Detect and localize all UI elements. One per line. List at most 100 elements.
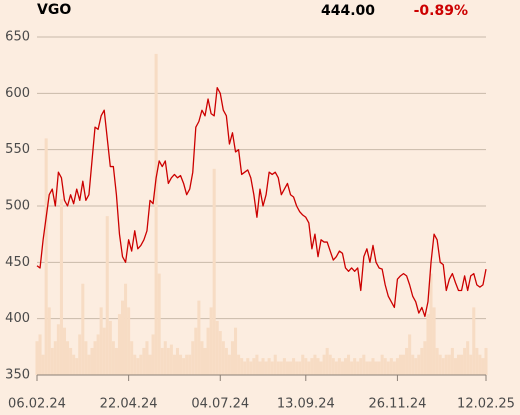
volume-bar bbox=[90, 347, 94, 375]
y-tick-label: 550 bbox=[5, 142, 30, 157]
volume-bar bbox=[237, 354, 241, 375]
volume-bar bbox=[310, 358, 314, 375]
volume-bar bbox=[389, 358, 393, 375]
volume-bar bbox=[249, 361, 253, 375]
volume-bar bbox=[368, 361, 372, 375]
volume-bar bbox=[282, 358, 286, 375]
volume-bar bbox=[191, 341, 195, 375]
volume-bar bbox=[200, 341, 204, 375]
volume-bar bbox=[157, 273, 161, 375]
y-tick-label: 450 bbox=[5, 255, 30, 270]
volume-bar bbox=[188, 354, 192, 375]
volume-bar bbox=[460, 354, 464, 375]
x-tick-label: 26.11.24 bbox=[368, 397, 426, 412]
volume-bar bbox=[288, 361, 293, 375]
volume-bar bbox=[212, 168, 216, 375]
volume-bar bbox=[359, 358, 363, 375]
volume-bar bbox=[221, 341, 225, 375]
volume-bar bbox=[194, 327, 198, 375]
volume-bar bbox=[340, 361, 344, 375]
volume-bar bbox=[472, 307, 476, 375]
volume-bar bbox=[127, 307, 131, 375]
volume-bar bbox=[148, 354, 152, 375]
volume-bar bbox=[267, 358, 271, 375]
volume-bar bbox=[151, 334, 155, 375]
price-line bbox=[36, 87, 487, 318]
volume-bar bbox=[59, 199, 63, 375]
volume-bar bbox=[163, 341, 167, 375]
volume-bar bbox=[160, 347, 164, 375]
volume-bar bbox=[392, 361, 396, 375]
x-tick-label: 12.02.25 bbox=[457, 397, 515, 412]
volume-bar bbox=[227, 354, 231, 375]
volume-bar bbox=[450, 347, 454, 375]
volume-bar bbox=[93, 341, 97, 375]
volume-bar bbox=[44, 138, 48, 375]
volume-bar bbox=[258, 361, 262, 375]
volume-bar bbox=[328, 354, 332, 375]
volume-bar bbox=[66, 341, 70, 375]
volume-bar bbox=[463, 347, 467, 375]
volume-bar bbox=[426, 314, 430, 375]
y-tick-label: 350 bbox=[5, 368, 30, 383]
volume-bar bbox=[172, 354, 176, 375]
y-tick-label: 500 bbox=[5, 199, 30, 214]
volume-bar bbox=[154, 53, 158, 376]
volume-bar bbox=[313, 354, 317, 375]
volume-bar bbox=[38, 334, 42, 375]
volume-bar bbox=[124, 283, 128, 375]
volume-bar bbox=[261, 358, 265, 375]
volume-bar bbox=[35, 341, 39, 375]
x-tick-label: 13.09.24 bbox=[277, 397, 335, 412]
volume-bar bbox=[215, 320, 219, 375]
volume-bar bbox=[331, 358, 335, 375]
x-tick-label: 06.02.24 bbox=[8, 397, 66, 412]
volume-bar bbox=[136, 358, 140, 375]
volume-bar bbox=[87, 354, 91, 375]
volume-bar bbox=[295, 361, 299, 375]
volume-bar bbox=[209, 307, 213, 375]
volume-bar bbox=[398, 354, 403, 375]
volume-bar bbox=[420, 347, 424, 375]
volume-bar bbox=[395, 358, 399, 375]
volume-bar bbox=[322, 354, 326, 375]
volume-bar bbox=[353, 358, 357, 375]
volume-bar bbox=[78, 334, 82, 375]
volume-bar bbox=[72, 354, 76, 375]
volume-bar bbox=[50, 347, 54, 375]
volume-bar bbox=[405, 347, 409, 375]
volume-bar bbox=[432, 307, 436, 375]
volume-bar bbox=[169, 344, 173, 375]
volume-bar bbox=[304, 358, 308, 375]
volume-bar bbox=[102, 327, 106, 375]
volume-bar bbox=[84, 341, 88, 375]
volume-bar bbox=[447, 354, 451, 375]
volume-bar bbox=[145, 341, 149, 375]
volume-bar bbox=[224, 347, 228, 375]
volume-bar bbox=[264, 361, 268, 375]
volume-bar bbox=[481, 358, 485, 375]
volume-bar bbox=[276, 361, 280, 375]
volume-bar bbox=[350, 361, 354, 375]
volume-bar bbox=[81, 283, 85, 375]
volume-bar bbox=[111, 341, 115, 375]
volume-bar bbox=[246, 358, 250, 375]
volume-bar bbox=[475, 347, 479, 375]
volume-bar bbox=[307, 361, 311, 375]
volume-bar bbox=[182, 358, 186, 375]
volume-bar bbox=[130, 341, 134, 375]
volume-bar bbox=[362, 354, 366, 375]
volume-bar bbox=[371, 358, 375, 375]
volume-bar bbox=[456, 354, 461, 375]
volume-bar bbox=[234, 327, 238, 375]
volume-bar bbox=[408, 334, 412, 375]
volume-bar bbox=[47, 307, 51, 375]
volume-bar bbox=[453, 358, 457, 375]
volume-bar bbox=[285, 361, 289, 375]
volume-bar bbox=[292, 358, 296, 375]
volume-bar bbox=[240, 358, 244, 375]
volume-bar bbox=[117, 314, 121, 375]
volume-bar bbox=[365, 361, 369, 375]
volume-bar bbox=[325, 347, 329, 375]
